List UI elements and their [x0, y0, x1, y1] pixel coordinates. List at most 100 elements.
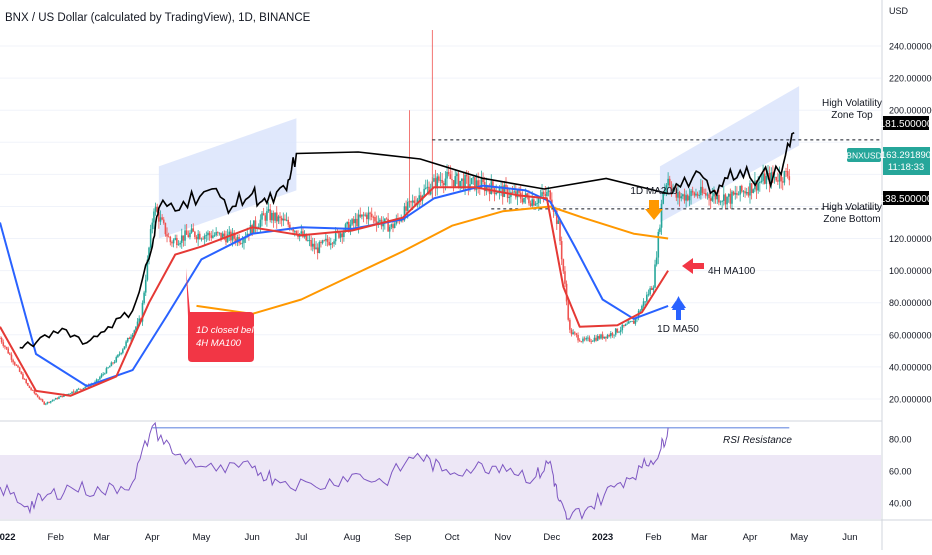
- candle-body: [614, 328, 617, 335]
- candle-body: [603, 336, 606, 339]
- candle-body: [691, 190, 694, 193]
- candle-body: [392, 224, 394, 229]
- candle-body: [302, 231, 304, 237]
- candle-body: [734, 192, 737, 195]
- candle-body: [203, 235, 206, 240]
- price-tick-label: 240.000000: [889, 42, 932, 52]
- ma-1d200-line[interactable]: [196, 205, 669, 315]
- price-tick-label: 80.000000: [889, 298, 932, 308]
- candle-body: [593, 337, 596, 341]
- candle-body: [38, 397, 41, 399]
- candle-body: [742, 191, 745, 193]
- candle-body: [523, 197, 525, 203]
- candle-body: [339, 233, 342, 238]
- candle-body: [485, 185, 488, 192]
- candle-body: [169, 236, 172, 243]
- rsi-line[interactable]: [0, 421, 669, 521]
- chart-title: BNX / US Dollar (calculated by TradingVi…: [5, 12, 311, 24]
- candle-body: [334, 230, 337, 242]
- candle-body: [608, 335, 610, 337]
- current-price: 163.291890: [881, 150, 931, 161]
- candle-body: [587, 337, 589, 339]
- ma50-annotation: 1D MA50: [657, 324, 699, 335]
- moving-average-lines[interactable]: [0, 131, 795, 397]
- candle-body: [45, 403, 47, 405]
- candle-body: [613, 334, 615, 336]
- candle-body: [200, 238, 203, 240]
- candle-body: [61, 396, 64, 397]
- candle-body: [788, 176, 791, 181]
- candle-body: [698, 195, 701, 196]
- time-axis-label: May: [192, 532, 210, 543]
- candle-body: [444, 178, 447, 186]
- zone-top-tag-text: 181.500000: [880, 119, 932, 130]
- candle-body: [18, 367, 21, 372]
- candle-body: [457, 173, 460, 188]
- candle-body: [405, 206, 407, 211]
- candle-body: [385, 218, 388, 220]
- candle-body: [323, 240, 326, 242]
- candle-body: [372, 216, 375, 218]
- candle-body: [452, 180, 455, 187]
- candle-body: [43, 401, 46, 405]
- candle-body: [564, 271, 566, 284]
- candle-body: [382, 223, 384, 227]
- candle-body: [649, 288, 651, 295]
- candle-body: [329, 243, 332, 245]
- candle-body: [619, 330, 622, 332]
- candle-body: [693, 192, 696, 196]
- candle-body: [585, 338, 588, 340]
- candle-body: [582, 338, 584, 342]
- candle-body: [511, 192, 514, 194]
- candle-body: [295, 230, 298, 235]
- candle-body: [100, 374, 103, 378]
- candle-body: [280, 217, 283, 221]
- candle-body: [305, 233, 308, 241]
- fractal-line[interactable]: [19, 131, 795, 349]
- candle-body: [708, 194, 710, 199]
- candle-body: [745, 192, 748, 194]
- candle-body: [354, 218, 357, 224]
- candle-body: [727, 193, 730, 197]
- candle-body: [153, 211, 155, 223]
- candle-body: [744, 191, 746, 194]
- candle-body: [598, 336, 601, 339]
- candle-body: [623, 324, 625, 326]
- candle-body: [167, 236, 170, 238]
- candle-body: [560, 241, 563, 260]
- candle-body: [470, 178, 473, 185]
- candle-body: [146, 259, 149, 280]
- candle-body: [680, 196, 683, 199]
- candle-body: [475, 180, 478, 190]
- candle-body: [439, 179, 442, 181]
- candle-body: [536, 203, 538, 204]
- candle-body: [768, 172, 771, 184]
- candle-body: [459, 180, 461, 188]
- rsi-series[interactable]: [0, 421, 790, 521]
- rsi-tick-label: 80.00: [889, 435, 912, 445]
- candle-body: [726, 196, 728, 205]
- ma-4h100-line[interactable]: [0, 186, 669, 397]
- candle-body: [79, 388, 82, 390]
- price-axis-unit: USD: [889, 6, 909, 16]
- level-lines[interactable]: [432, 139, 881, 210]
- candle-body: [711, 196, 714, 201]
- candle-body: [185, 230, 188, 235]
- time-axis-label: Feb: [47, 532, 63, 543]
- candle-body: [706, 194, 709, 196]
- candle-body: [647, 294, 650, 296]
- candle-body: [180, 235, 183, 243]
- candle-body: [367, 212, 370, 220]
- candle-body: [724, 194, 727, 205]
- candle-body: [616, 328, 619, 333]
- candle-body: [562, 259, 565, 272]
- candle-body: [482, 179, 484, 183]
- price-tick-label: 220.000000: [889, 74, 932, 84]
- candle-body: [59, 396, 62, 398]
- candle-body: [739, 185, 741, 195]
- candle-body: [49, 401, 52, 403]
- candle-body: [174, 238, 177, 240]
- candle-body: [763, 173, 766, 184]
